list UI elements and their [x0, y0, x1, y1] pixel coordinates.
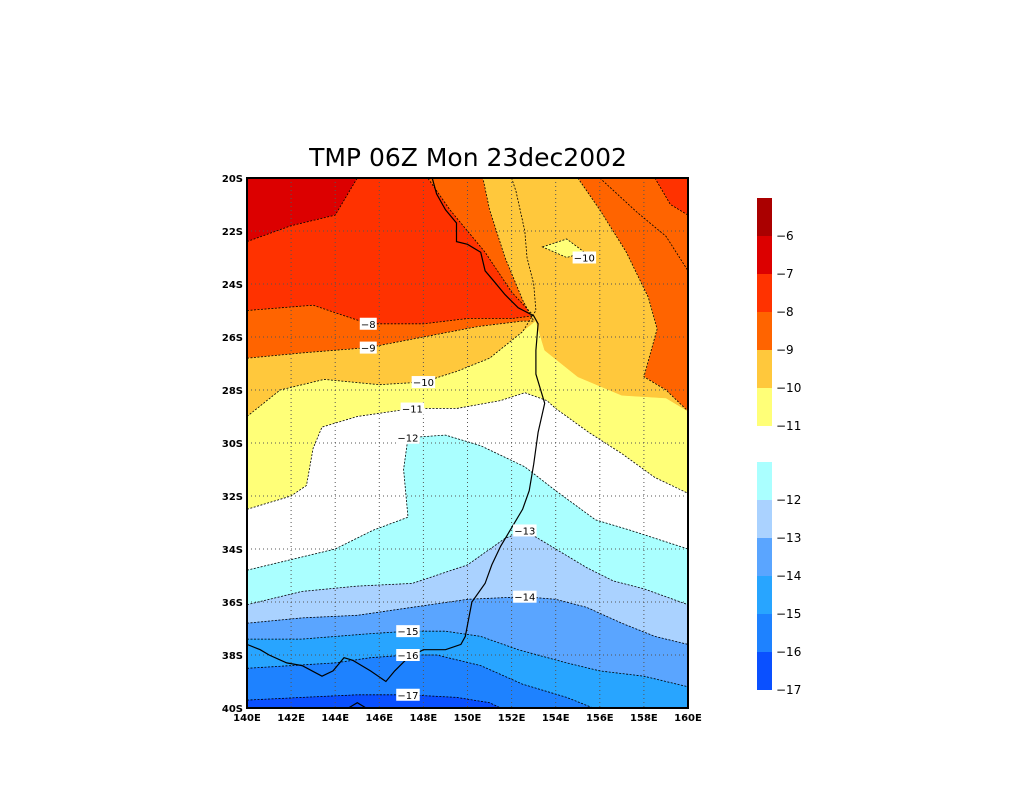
- lat-tick-label--20: 20S: [222, 174, 243, 185]
- colorbar-label-lower-2: −14: [776, 569, 801, 583]
- contour-label-bg-8: [400, 402, 425, 415]
- map-frame: [246, 177, 689, 709]
- contour-label-3: −9: [361, 344, 376, 355]
- lon-tick-label-158: 158E: [630, 713, 658, 724]
- contour-line-4: [599, 178, 688, 272]
- contour-label-bg-13: [396, 649, 420, 661]
- contour-label-bg-7: [572, 251, 597, 264]
- contour-label-1: −8: [361, 320, 376, 331]
- lon-tick-label-150: 150E: [454, 713, 482, 724]
- lon-tick-label-152: 152E: [498, 713, 526, 724]
- contour-label-bg-10: [513, 524, 537, 537]
- colorbar-swatch-lower-3: [757, 576, 772, 614]
- lat-tick-label--22: 22S: [222, 227, 243, 238]
- colorbar-swatch-lower-2: [757, 538, 772, 576]
- lat-tick-label--38: 38S: [222, 651, 243, 662]
- lat-tick-label--30: 30S: [222, 439, 243, 450]
- contour-label-5: −10: [413, 378, 434, 389]
- colorbar-swatch-lower-1: [757, 500, 772, 538]
- colorbar-label-upper-5: −11: [776, 419, 801, 433]
- contour-line-10: [247, 529, 688, 606]
- colorbar-label-upper-4: −10: [776, 381, 801, 395]
- contour-line-0: [247, 178, 358, 242]
- contour-label-bg-1: [359, 317, 377, 330]
- lat-tick-label--26: 26S: [222, 333, 243, 344]
- colorbar-label-upper-3: −9: [776, 343, 794, 357]
- colorbar-swatch-upper-3: [757, 312, 772, 350]
- lon-tick-label-156: 156E: [586, 713, 614, 724]
- contour-label-bg-5: [411, 376, 436, 389]
- contour-line-12: [247, 630, 688, 688]
- contour-label-14: −17: [397, 691, 418, 702]
- coastline: [247, 178, 546, 708]
- lon-tick-label-148: 148E: [410, 713, 438, 724]
- contour-line-7: [541, 238, 586, 258]
- axis-tick-labels: 140E 142E 144E 146E 148E 150E 152E 154E 156E 158E…: [222, 174, 702, 724]
- contour-line-8: [247, 392, 688, 510]
- contour-line-13: [247, 654, 594, 708]
- colorbar-swatch-upper-0: [757, 198, 772, 236]
- colorbar-swatch-lower-0: [757, 462, 772, 500]
- lat-tick-label--40: 40S: [222, 704, 243, 715]
- map-title: TMP 06Z Mon 23dec2002: [308, 143, 627, 172]
- lat-tick-label--24: 24S: [222, 280, 243, 291]
- colorbar: −6 −7 −8 −9 −10 −11 −12 −13 −14 −15 −16 −17: [757, 198, 801, 697]
- contour-label-8: −11: [402, 405, 423, 416]
- lon-tick-label-154: 154E: [542, 713, 570, 724]
- colorbar-swatch-upper-5: [757, 388, 772, 426]
- colorbar-label-lower-5: −17: [776, 683, 801, 697]
- lon-tick-label-140: 140E: [233, 713, 261, 724]
- contour-line-6: [577, 178, 688, 412]
- lat-tick-label--36: 36S: [222, 598, 243, 609]
- lat-tick-label--28: 28S: [222, 386, 243, 397]
- lat-tick-label--32: 32S: [222, 492, 243, 503]
- contour-label-9: −12: [397, 434, 418, 445]
- contour-label-bg-9: [396, 431, 420, 444]
- colorbar-swatch-upper-4: [757, 350, 772, 388]
- colorbar-swatch-upper-2: [757, 274, 772, 312]
- contour-label-13: −16: [397, 651, 418, 662]
- colorbar-swatch-upper-1: [757, 236, 772, 274]
- contour-line-3: [247, 178, 535, 359]
- contour-label-bg-12: [396, 625, 420, 638]
- lon-tick-label-142: 142E: [277, 713, 305, 724]
- lat-lon-grid: [247, 178, 688, 708]
- contour-label-7: −10: [574, 254, 595, 265]
- colorbar-label-lower-4: −16: [776, 645, 801, 659]
- colorbar-label-upper-1: −7: [776, 267, 794, 281]
- contour-line-11: [247, 596, 688, 645]
- lon-tick-label-160: 160E: [674, 713, 702, 724]
- colorbar-label-upper-0: −6: [776, 229, 794, 243]
- contour-label-bg-3: [359, 341, 377, 354]
- colorbar-label-lower-0: −12: [776, 493, 801, 507]
- lon-tick-label-144: 144E: [321, 713, 349, 724]
- contour-labels: −8 −9 −10 −10 −11 −12 −13 −14 −15 −16 −17: [359, 251, 597, 702]
- contour-label-11: −14: [514, 593, 535, 604]
- coastline-mainland: [247, 178, 546, 683]
- colorbar-swatch-lower-4: [757, 614, 772, 652]
- colorbar-swatch-lower-5: [757, 652, 772, 690]
- colorbar-label-upper-2: −8: [776, 305, 794, 319]
- lon-tick-label-146: 146E: [365, 713, 393, 724]
- coastline-tasmania: [348, 702, 367, 708]
- colorbar-label-lower-3: −15: [776, 607, 801, 621]
- contour-label-bg-14: [396, 688, 420, 701]
- contour-label-10: −13: [514, 526, 535, 537]
- lat-tick-label--34: 34S: [222, 545, 243, 556]
- colorbar-label-lower-1: −13: [776, 531, 801, 545]
- contour-label-12: −15: [397, 627, 418, 638]
- contour-label-bg-11: [513, 590, 537, 603]
- contour-line-1: [247, 178, 535, 325]
